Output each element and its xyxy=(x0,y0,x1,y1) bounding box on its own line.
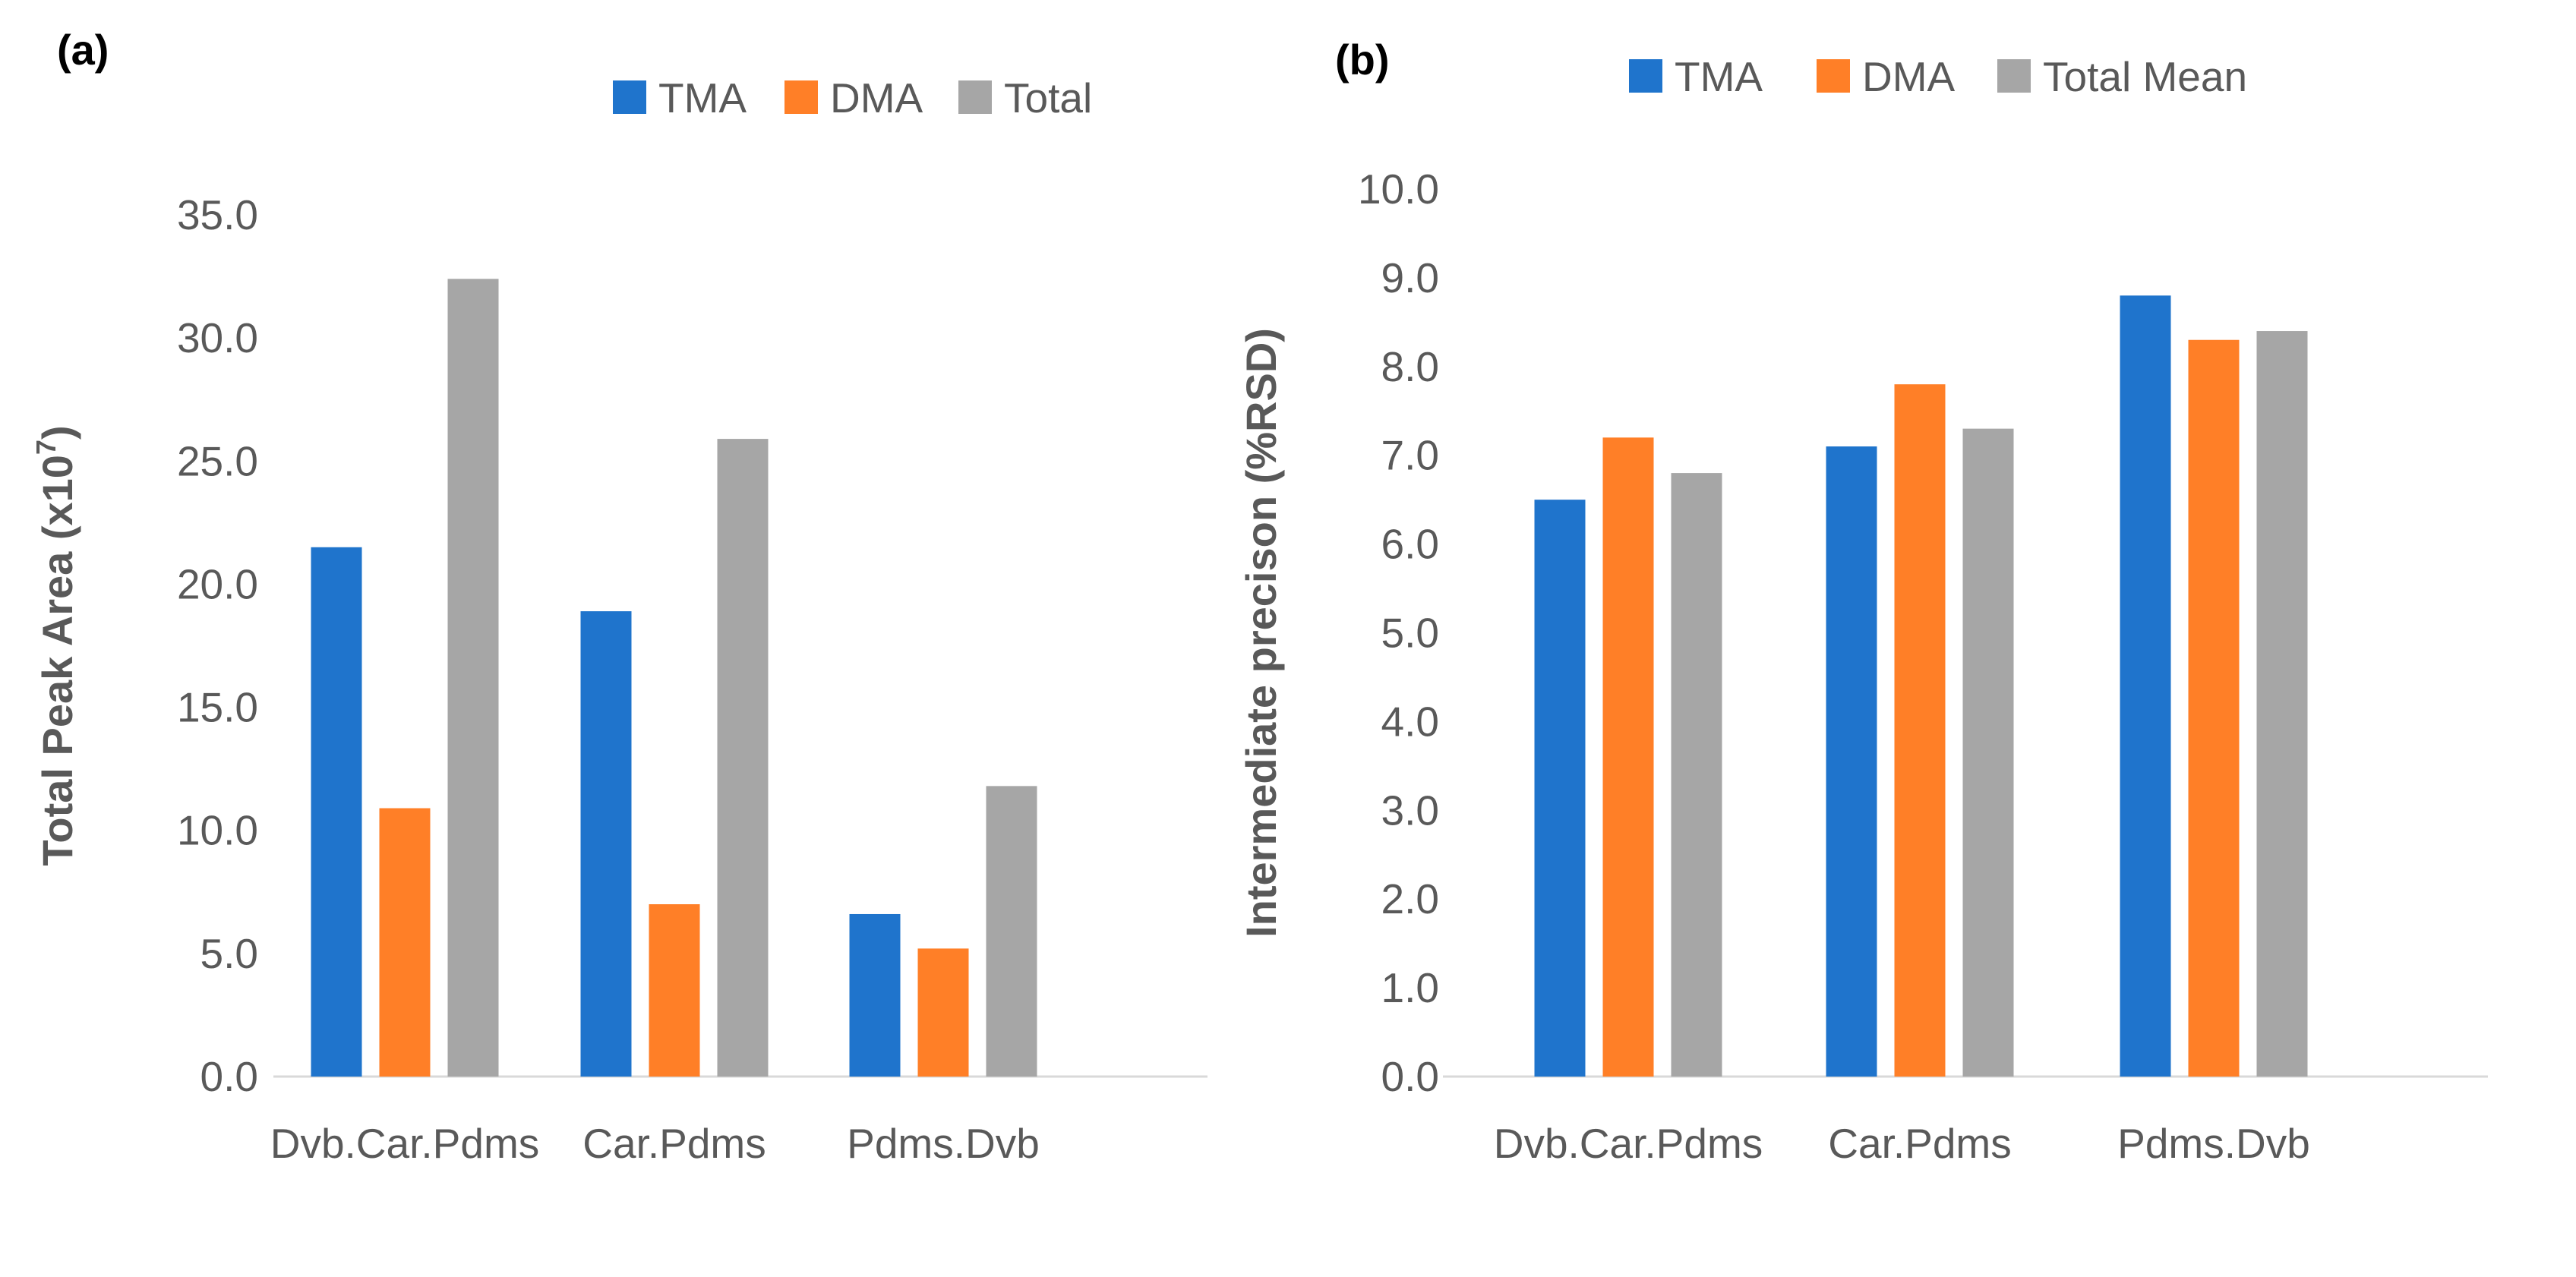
bar-tma xyxy=(2120,295,2171,1077)
x-category-label: Car.Pdms xyxy=(582,1120,766,1167)
legend-swatch xyxy=(958,80,992,114)
bar-dma xyxy=(917,948,969,1077)
y-axis-title-end: ) xyxy=(33,425,81,440)
y-tick-label: 5.0 xyxy=(200,930,258,977)
bar-dma xyxy=(649,904,700,1077)
y-tick-label: 3.0 xyxy=(1381,787,1439,834)
legend-swatch xyxy=(1817,59,1850,93)
bar-tma xyxy=(1826,446,1877,1077)
bar-total-mean xyxy=(1671,473,1722,1077)
bar-tma xyxy=(1534,500,1586,1077)
legend-swatch xyxy=(613,80,646,114)
y-tick-label: 10.0 xyxy=(1358,166,1439,213)
legend-label: TMA xyxy=(658,74,747,121)
y-tick-label: 8.0 xyxy=(1381,343,1439,390)
y-tick-label: 20.0 xyxy=(177,560,258,607)
panel-label: (a) xyxy=(57,26,109,74)
legend-swatch xyxy=(1629,59,1662,93)
y-tick-label: 4.0 xyxy=(1381,698,1439,745)
bar-tma xyxy=(311,547,362,1077)
bar-total xyxy=(717,439,769,1077)
x-category-label: Pdms.Dvb xyxy=(847,1120,1040,1167)
y-tick-label: 7.0 xyxy=(1381,432,1439,479)
bar-total-mean xyxy=(2256,331,2308,1077)
y-axis-title-text: Total Peak Area (x10 xyxy=(33,455,81,866)
bar-total-mean xyxy=(1962,428,2014,1077)
legend-label: DMA xyxy=(830,74,923,121)
legend-label: Total Mean xyxy=(2043,53,2247,100)
y-tick-label: 6.0 xyxy=(1381,521,1439,568)
legend-swatch xyxy=(784,80,818,114)
y-axis-title: Total Peak Area (x107) xyxy=(30,425,81,866)
y-tick-label: 0.0 xyxy=(200,1053,258,1100)
chart-panel-a: (a) 0.0 5.0 10.0 15.0 20.0 25.0 30.0 35.0 Total P… xyxy=(30,26,1208,1167)
legend-swatch xyxy=(1997,59,2031,93)
y-tick-label: 30.0 xyxy=(177,314,258,361)
bar-total xyxy=(447,279,499,1077)
legend-label: DMA xyxy=(1862,53,1956,100)
bar-total xyxy=(986,786,1037,1077)
y-tick-label: 15.0 xyxy=(177,684,258,731)
bar-dma xyxy=(2188,339,2240,1077)
bar-dma xyxy=(1602,437,1654,1077)
x-category-label: Car.Pdms xyxy=(1828,1120,2011,1167)
y-tick-label: 2.0 xyxy=(1381,875,1439,922)
panel-label: (b) xyxy=(1335,36,1390,84)
chart-panel-b: (b) 0.0 1.0 2.0 3.0 4.0 5.0 6.0 7.0 8.0 9.0 10.0 Int… xyxy=(1237,36,2488,1167)
y-tick-label: 9.0 xyxy=(1381,254,1439,301)
x-category-label: Dvb.Car.Pdms xyxy=(1494,1120,1763,1167)
y-tick-label: 25.0 xyxy=(177,437,258,484)
bar-dma xyxy=(379,808,431,1077)
legend-label: TMA xyxy=(1675,53,1763,100)
y-tick-label: 1.0 xyxy=(1381,964,1439,1011)
y-tick-label: 10.0 xyxy=(177,807,258,854)
bar-tma xyxy=(580,611,632,1077)
y-axis-title-text: Intermediate precison (%RSD) xyxy=(1237,328,1285,938)
bar-dma xyxy=(1894,384,1946,1077)
y-axis-title: Intermediate precison (%RSD) xyxy=(1237,328,1285,938)
y-tick-label: 0.0 xyxy=(1381,1053,1439,1100)
legend-label: Total xyxy=(1004,74,1092,121)
y-tick-label: 35.0 xyxy=(177,191,258,238)
x-category-label: Pdms.Dvb xyxy=(2117,1120,2310,1167)
x-category-label: Dvb.Car.Pdms xyxy=(270,1120,540,1167)
y-axis-title-superscript: 7 xyxy=(30,440,62,455)
bar-tma xyxy=(849,913,901,1077)
y-tick-label: 5.0 xyxy=(1381,610,1439,657)
